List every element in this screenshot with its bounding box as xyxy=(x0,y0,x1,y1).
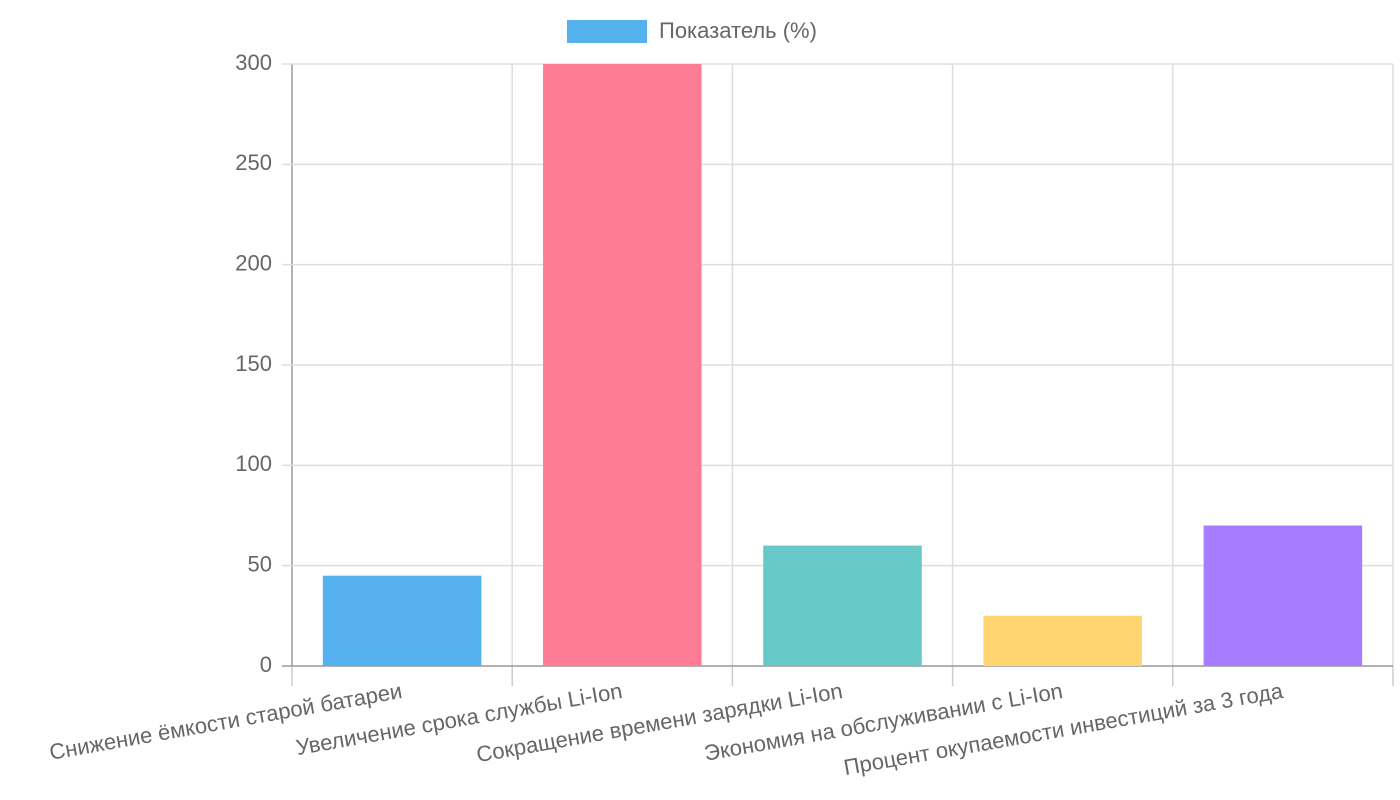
legend-label: Показатель (%) xyxy=(659,18,817,43)
y-tick-label: 150 xyxy=(235,351,272,376)
y-tick-label: 200 xyxy=(235,250,272,275)
y-tick-label: 300 xyxy=(235,50,272,75)
bar xyxy=(543,64,702,666)
bar xyxy=(1203,525,1363,666)
y-tick-label: 100 xyxy=(235,451,272,476)
y-tick-label: 50 xyxy=(248,551,272,576)
y-tick-label: 250 xyxy=(235,150,272,175)
x-tick-label: Сокращение времени зарядки Li-Ion xyxy=(474,678,844,767)
bar xyxy=(322,575,482,666)
legend-swatch xyxy=(567,20,647,43)
bar xyxy=(763,545,922,666)
x-tick-label: Снижение ёмкости старой батареи xyxy=(47,678,404,765)
y-tick-label: 0 xyxy=(260,652,272,677)
bar xyxy=(983,615,1142,666)
